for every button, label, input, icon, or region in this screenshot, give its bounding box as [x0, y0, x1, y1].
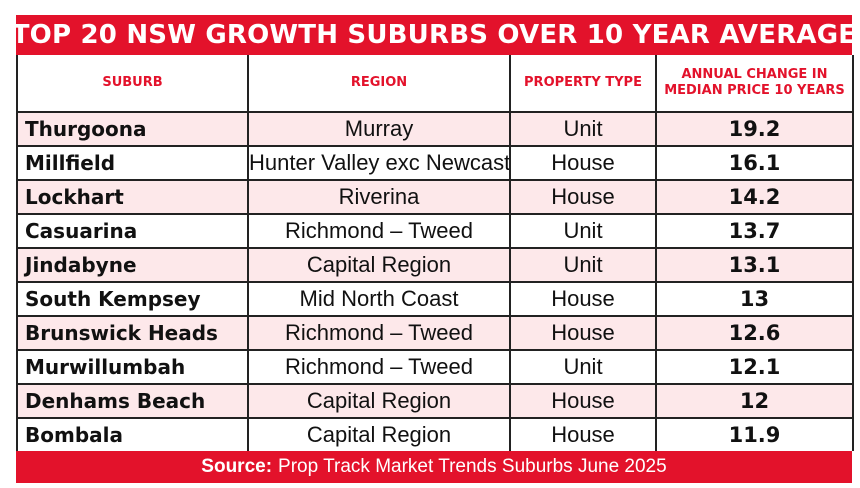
- header-suburb: SUBURB: [17, 55, 249, 113]
- region-cell: Richmond – Tweed: [248, 316, 511, 351]
- header-property-type: PROPERTY TYPE: [510, 55, 657, 113]
- source-footer: Source: Prop Track Market Trends Suburbs…: [16, 451, 852, 483]
- annual-change-cell: 19.2: [656, 112, 853, 147]
- source-text: Prop Track Market Trends Suburbs June 20…: [278, 456, 667, 477]
- region-cell: Hunter Valley exc Newcastle: [248, 146, 511, 181]
- suburb-cell: Millfield: [17, 146, 249, 181]
- suburb-cell: South Kempsey: [17, 282, 249, 317]
- region-cell: Capital Region: [248, 384, 511, 419]
- table-row: South Kempsey Mid North Coast House 13: [17, 282, 853, 317]
- header-annual-change: ANNUAL CHANGE IN MEDIAN PRICE 10 YEARS: [656, 55, 853, 113]
- table-title: TOP 20 NSW GROWTH SUBURBS OVER 10 YEAR A…: [12, 15, 856, 55]
- table-row: Brunswick Heads Richmond – Tweed House 1…: [17, 316, 853, 351]
- annual-change-cell: 12.1: [656, 350, 853, 385]
- property-type-cell: House: [510, 146, 657, 181]
- header-annual-change-line1: ANNUAL CHANGE IN: [681, 67, 828, 82]
- region-cell: Richmond – Tweed: [248, 214, 511, 249]
- property-type-cell: House: [510, 282, 657, 317]
- table-row: Lockhart Riverina House 14.2: [17, 180, 853, 215]
- table-row: Casuarina Richmond – Tweed Unit 13.7: [17, 214, 853, 249]
- property-type-cell: Unit: [510, 112, 657, 147]
- property-type-cell: House: [510, 316, 657, 351]
- annual-change-cell: 16.1: [656, 146, 853, 181]
- header-region: REGION: [248, 55, 511, 113]
- region-cell: Mid North Coast: [248, 282, 511, 317]
- region-cell: Riverina: [248, 180, 511, 215]
- suburb-cell: Thurgoona: [17, 112, 249, 147]
- suburb-cell: Brunswick Heads: [17, 316, 249, 351]
- annual-change-cell: 14.2: [656, 180, 853, 215]
- suburb-cell: Murwillumbah: [17, 350, 249, 385]
- header-annual-change-line2: MEDIAN PRICE 10 YEARS: [664, 83, 845, 98]
- table-row: Murwillumbah Richmond – Tweed Unit 12.1: [17, 350, 853, 385]
- table-row: Jindabyne Capital Region Unit 13.1: [17, 248, 853, 283]
- annual-change-cell: 12.6: [656, 316, 853, 351]
- annual-change-cell: 13.1: [656, 248, 853, 283]
- region-cell: Richmond – Tweed: [248, 350, 511, 385]
- annual-change-cell: 11.9: [656, 418, 853, 451]
- property-type-cell: Unit: [510, 350, 657, 385]
- header-row: SUBURB REGION PROPERTY TYPE ANNUAL CHANG…: [17, 55, 853, 113]
- property-type-cell: Unit: [510, 248, 657, 283]
- annual-change-cell: 13.7: [656, 214, 853, 249]
- annual-change-cell: 13: [656, 282, 853, 317]
- property-type-cell: House: [510, 180, 657, 215]
- property-type-cell: House: [510, 418, 657, 451]
- region-cell: Murray: [248, 112, 511, 147]
- suburb-cell: Lockhart: [17, 180, 249, 215]
- table-row: Bombala Capital Region House 11.9: [17, 418, 853, 451]
- suburb-cell: Denhams Beach: [17, 384, 249, 419]
- table-row: Denhams Beach Capital Region House 12: [17, 384, 853, 419]
- suburbs-table: SUBURB REGION PROPERTY TYPE ANNUAL CHANG…: [16, 55, 854, 451]
- source-label: Source:: [201, 456, 273, 477]
- property-type-cell: House: [510, 384, 657, 419]
- table-row: Thurgoona Murray Unit 19.2: [17, 112, 853, 147]
- growth-suburbs-table-card: TOP 20 NSW GROWTH SUBURBS OVER 10 YEAR A…: [12, 15, 856, 483]
- suburb-cell: Jindabyne: [17, 248, 249, 283]
- suburb-cell: Casuarina: [17, 214, 249, 249]
- region-cell: Capital Region: [248, 418, 511, 451]
- region-cell: Capital Region: [248, 248, 511, 283]
- annual-change-cell: 12: [656, 384, 853, 419]
- suburb-cell: Bombala: [17, 418, 249, 451]
- table-row: Millfield Hunter Valley exc Newcastle Ho…: [17, 146, 853, 181]
- property-type-cell: Unit: [510, 214, 657, 249]
